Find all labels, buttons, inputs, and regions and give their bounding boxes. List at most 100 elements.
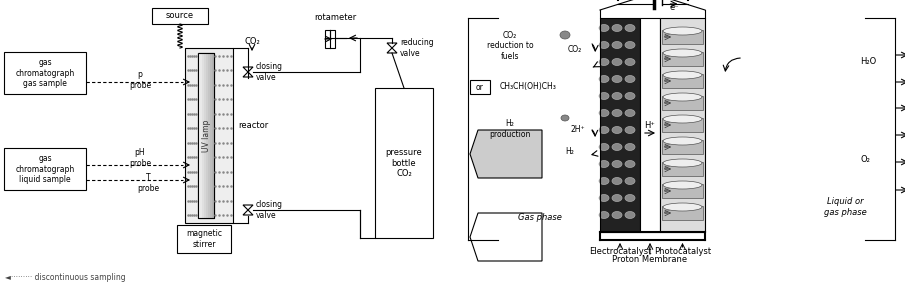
Bar xyxy=(206,53,208,218)
Text: reactor: reactor xyxy=(238,121,268,130)
Text: gas
chromatograph
liquid sample: gas chromatograph liquid sample xyxy=(15,154,74,184)
Ellipse shape xyxy=(599,143,609,151)
Polygon shape xyxy=(387,43,397,48)
Bar xyxy=(212,53,214,218)
Bar xyxy=(202,53,204,218)
Ellipse shape xyxy=(625,25,635,31)
Text: H₂: H₂ xyxy=(566,147,575,156)
Ellipse shape xyxy=(625,127,635,134)
Text: CH₃CH(OH)CH₃: CH₃CH(OH)CH₃ xyxy=(500,83,557,91)
Ellipse shape xyxy=(612,143,622,151)
Text: source: source xyxy=(166,12,194,20)
Ellipse shape xyxy=(612,127,622,134)
Text: e⁻: e⁻ xyxy=(664,78,672,83)
Text: Electrocatalyst: Electrocatalyst xyxy=(589,248,652,256)
Ellipse shape xyxy=(560,31,570,39)
Bar xyxy=(210,53,212,218)
Ellipse shape xyxy=(599,59,609,65)
Bar xyxy=(660,18,705,232)
Bar xyxy=(662,74,703,88)
Text: Proton Membrane: Proton Membrane xyxy=(613,254,688,263)
Ellipse shape xyxy=(663,27,702,35)
Bar xyxy=(662,118,703,132)
Text: e⁻: e⁻ xyxy=(664,145,672,149)
Text: e⁻: e⁻ xyxy=(664,100,672,106)
Text: H₂O: H₂O xyxy=(860,57,876,67)
Bar xyxy=(662,30,703,44)
Polygon shape xyxy=(243,205,253,210)
Bar xyxy=(204,53,206,218)
Text: H₂
production: H₂ production xyxy=(490,119,530,139)
Text: magnetic
stirrer: magnetic stirrer xyxy=(186,229,222,249)
Ellipse shape xyxy=(663,115,702,123)
Ellipse shape xyxy=(599,93,609,100)
Bar xyxy=(185,48,233,223)
Text: UV lamp: UV lamp xyxy=(202,119,211,152)
Ellipse shape xyxy=(625,194,635,201)
Text: pH
probe: pH probe xyxy=(129,148,151,168)
Text: Gas phase: Gas phase xyxy=(518,213,562,222)
Ellipse shape xyxy=(599,127,609,134)
Ellipse shape xyxy=(625,143,635,151)
Bar xyxy=(662,52,703,66)
Bar xyxy=(198,53,200,218)
Text: e⁻: e⁻ xyxy=(664,123,672,128)
Ellipse shape xyxy=(612,177,622,185)
Text: e⁻: e⁻ xyxy=(664,188,672,194)
Bar xyxy=(662,96,703,110)
Ellipse shape xyxy=(599,177,609,185)
Bar xyxy=(198,53,214,218)
Bar xyxy=(208,53,210,218)
Bar xyxy=(375,88,433,238)
Ellipse shape xyxy=(625,42,635,48)
Polygon shape xyxy=(243,72,253,77)
Polygon shape xyxy=(470,130,542,178)
Polygon shape xyxy=(243,67,253,72)
Ellipse shape xyxy=(612,93,622,100)
Text: closing
valve: closing valve xyxy=(256,200,283,220)
Ellipse shape xyxy=(625,110,635,117)
Ellipse shape xyxy=(663,181,702,189)
Ellipse shape xyxy=(625,211,635,218)
Ellipse shape xyxy=(599,211,609,218)
Bar xyxy=(177,225,231,253)
Polygon shape xyxy=(387,48,397,53)
Bar xyxy=(662,184,703,198)
Ellipse shape xyxy=(599,110,609,117)
Ellipse shape xyxy=(663,93,702,101)
Text: pressure
bottle
CO₂: pressure bottle CO₂ xyxy=(386,148,423,178)
Text: e⁻: e⁻ xyxy=(664,35,672,40)
Text: CO₂: CO₂ xyxy=(244,38,260,46)
Ellipse shape xyxy=(561,115,569,121)
Ellipse shape xyxy=(625,59,635,65)
Ellipse shape xyxy=(663,203,702,211)
Text: rotameter: rotameter xyxy=(314,14,357,23)
Ellipse shape xyxy=(663,137,702,145)
Text: e⁻: e⁻ xyxy=(664,211,672,215)
Ellipse shape xyxy=(599,42,609,48)
Ellipse shape xyxy=(599,25,609,31)
Ellipse shape xyxy=(663,159,702,167)
Text: p
probe: p probe xyxy=(129,70,151,90)
Ellipse shape xyxy=(612,211,622,218)
Bar xyxy=(152,8,208,24)
Ellipse shape xyxy=(663,49,702,57)
Bar xyxy=(662,140,703,154)
Text: CO₂: CO₂ xyxy=(567,46,582,55)
Ellipse shape xyxy=(663,71,702,79)
Text: e⁻: e⁻ xyxy=(670,3,680,12)
Ellipse shape xyxy=(625,160,635,168)
Polygon shape xyxy=(243,210,253,215)
Ellipse shape xyxy=(612,160,622,168)
Bar xyxy=(198,53,214,218)
Bar xyxy=(640,18,660,232)
Ellipse shape xyxy=(612,110,622,117)
Ellipse shape xyxy=(625,76,635,83)
Bar xyxy=(4,148,86,190)
Bar xyxy=(600,18,705,232)
Bar xyxy=(325,30,335,48)
Text: e⁻: e⁻ xyxy=(664,166,672,171)
Ellipse shape xyxy=(612,194,622,201)
Ellipse shape xyxy=(599,194,609,201)
Bar xyxy=(4,52,86,94)
